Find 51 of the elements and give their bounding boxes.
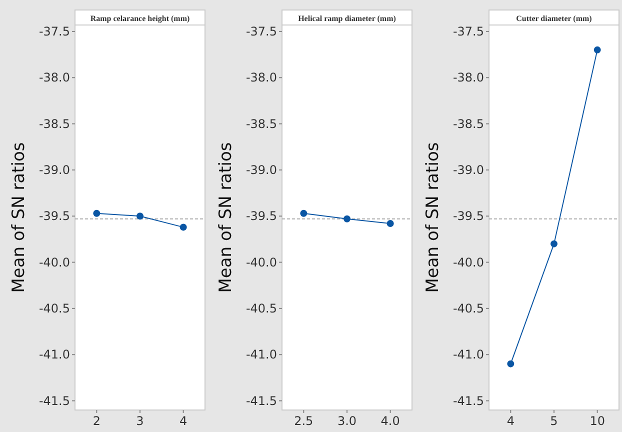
y-tick-label: -40.0 [246,255,277,270]
chart-title: Ramp celarance height (mm) [90,14,190,23]
y-tick-label: -37.5 [452,24,484,38]
y-tick-label: -39.5 [246,209,277,224]
x-tick-label: 4 [180,414,188,428]
x-tick-label: 4.0 [380,414,400,428]
y-tick-label: -41.5 [246,394,277,408]
x-tick-label: 4 [506,414,514,428]
x-tick-label: 5 [550,414,558,428]
y-tick-label: -41.0 [246,348,277,362]
y-tick-label: -37.5 [38,24,70,38]
y-tick-label: -40.5 [452,301,484,316]
point [550,240,558,248]
y-tick-label: -38.5 [452,116,484,131]
y-tick-label: -40.0 [452,255,484,270]
x-tick-label: 2 [92,414,100,428]
y-tick-label: -40.0 [38,255,70,270]
y-tick-label: -39.0 [38,162,70,177]
point [344,215,350,222]
x-tick-label: 10 [590,414,605,428]
point [180,224,187,231]
y-tick-label: -41.5 [38,394,70,408]
y-tick-label: -39.0 [246,162,277,177]
y-tick-label: -38.0 [452,70,484,85]
point [386,220,394,227]
point [594,46,601,54]
y-tick-label: -38.5 [38,116,70,131]
y-tick-label: -41.5 [452,394,484,408]
x-tick-label: 3.0 [337,414,357,428]
point [136,212,144,220]
y-tick-label: -37.5 [246,24,277,38]
chart-title: Helical ramp diameter (mm) [298,14,396,23]
y-tick-label: -39.5 [452,209,484,224]
y-axis-title: Mean of SN ratios [423,142,443,293]
y-tick-label: -38.0 [38,70,70,85]
point [93,210,100,217]
point [507,360,514,368]
y-tick-label: -39.0 [452,162,484,177]
y-axis-title: Mean of SN ratios [216,142,236,293]
x-tick-label: 2.5 [294,414,314,428]
y-tick-label: -40.5 [38,301,70,316]
point [300,210,308,217]
y-tick-label: -40.5 [246,301,277,316]
x-tick-label: 3 [136,414,144,428]
y-axis-title: Mean of SN ratios [9,142,29,293]
y-tick-label: -38.5 [246,116,277,131]
y-tick-label: -41.0 [38,348,70,362]
y-tick-label: -41.0 [452,348,484,362]
y-tick-label: -39.5 [38,209,70,224]
chart-title: Cutter diameter (mm) [516,14,592,23]
y-tick-label: -38.0 [246,70,277,85]
